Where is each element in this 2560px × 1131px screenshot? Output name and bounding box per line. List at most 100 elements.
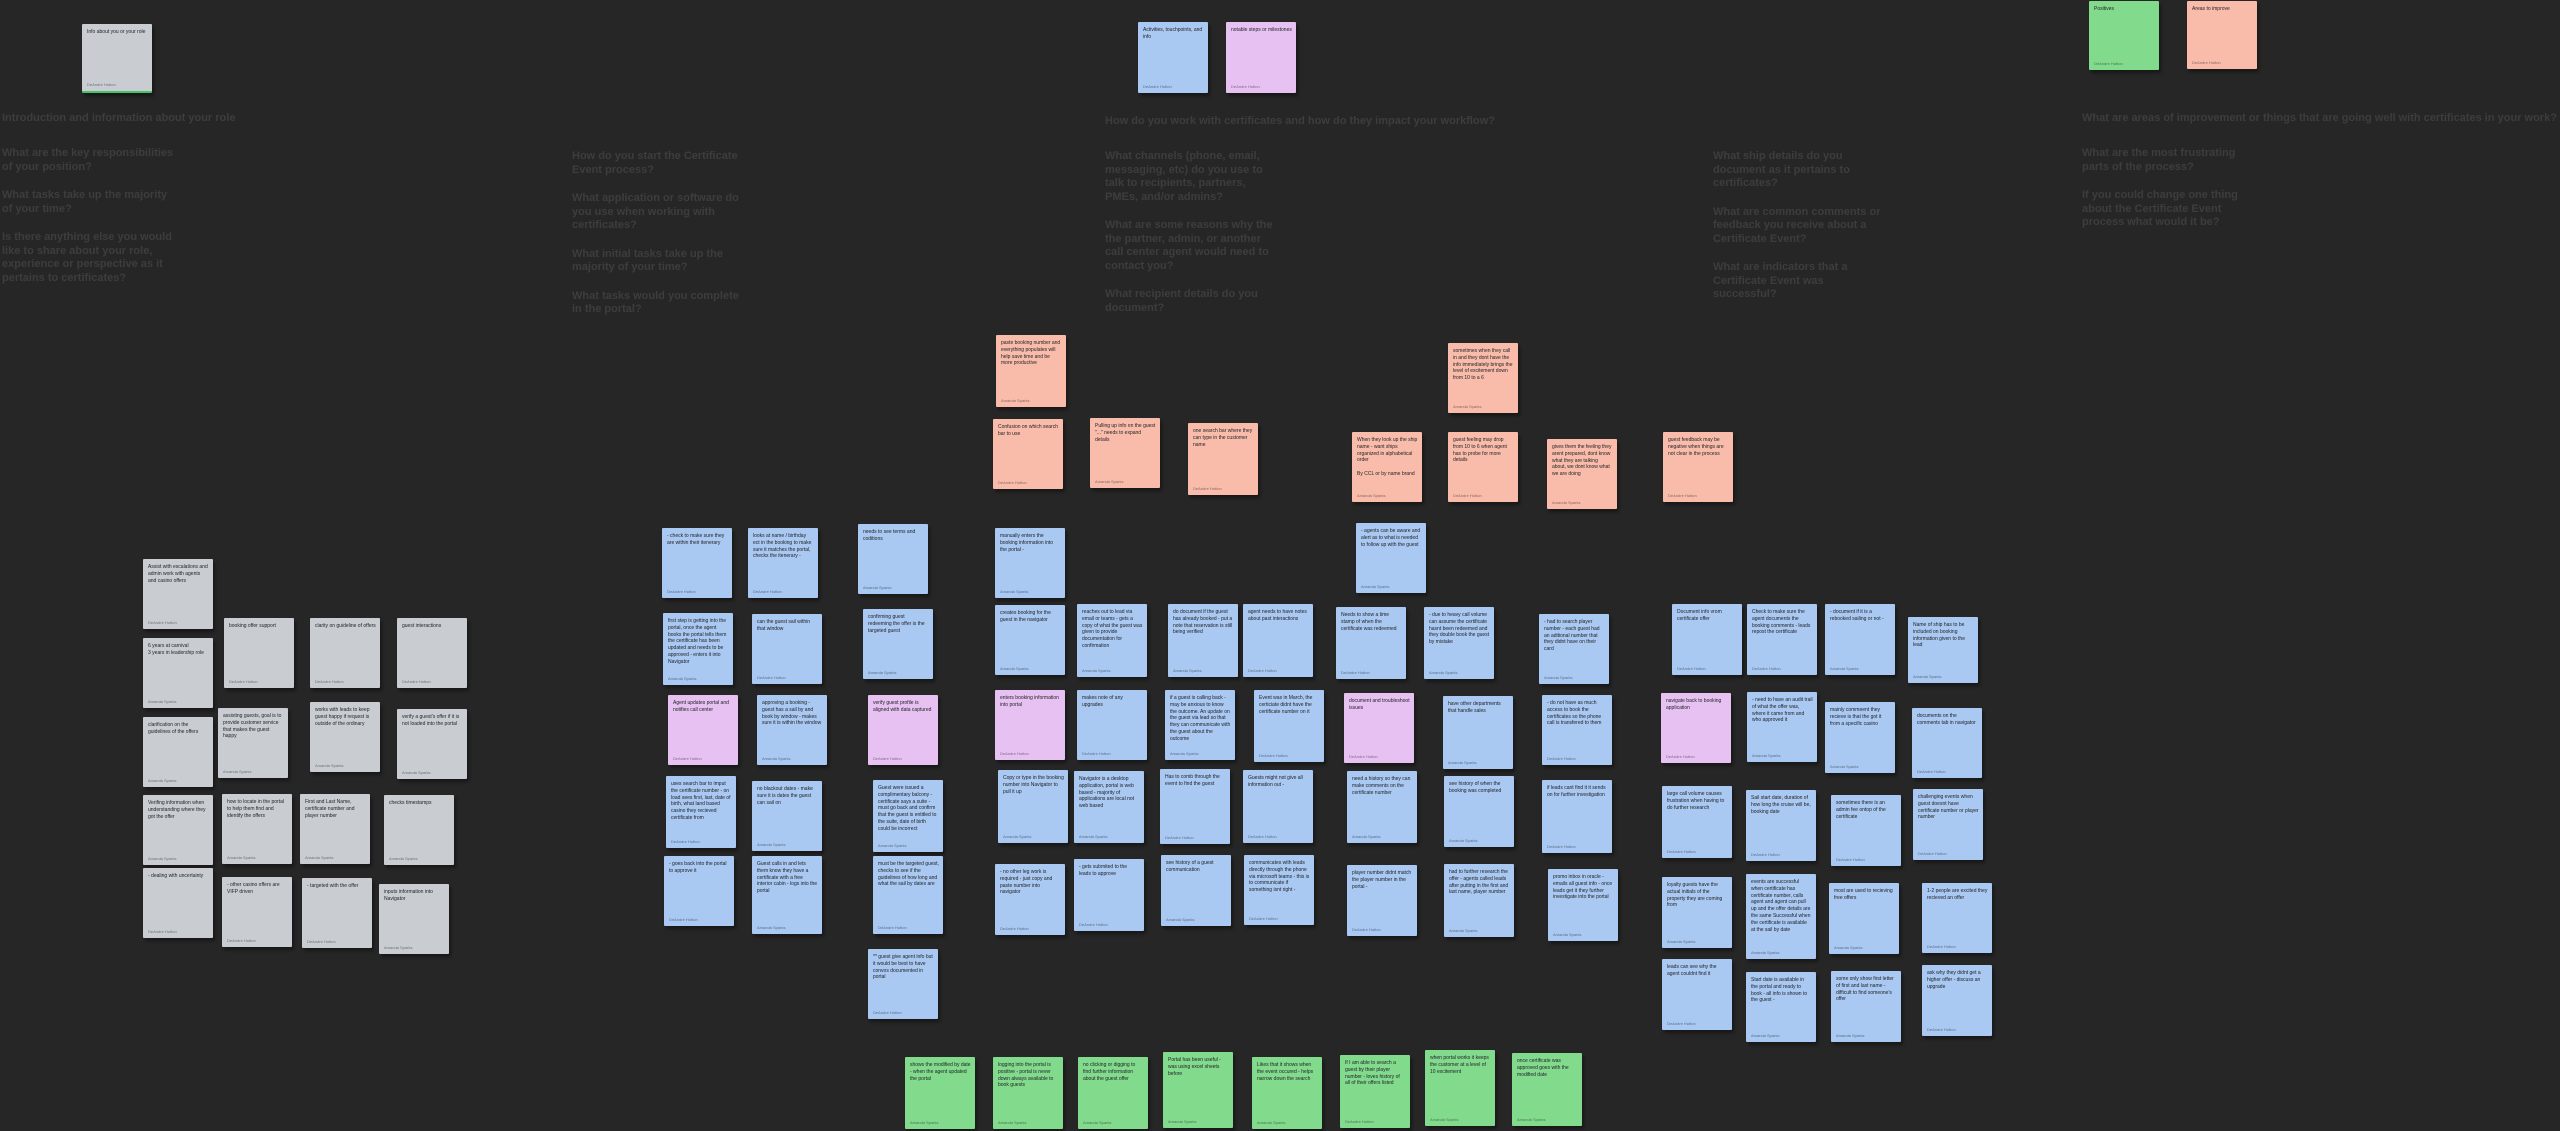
sticky-note[interactable]: First and Last Name, certificate number … bbox=[300, 794, 370, 864]
sticky-note[interactable]: once certificate was approved goes with … bbox=[1512, 1053, 1582, 1126]
sticky-note[interactable]: first step is getting into the portal, o… bbox=[663, 613, 733, 685]
sticky-note[interactable]: gives them the feeling they arent prepar… bbox=[1547, 439, 1617, 509]
sticky-note[interactable]: Guests might not give all information ou… bbox=[1243, 770, 1313, 843]
sticky-note[interactable]: Portal has been useful - was using excel… bbox=[1163, 1052, 1233, 1128]
sticky-note[interactable]: if a guest is calling back - may be anxi… bbox=[1165, 690, 1235, 760]
sticky-note[interactable]: verify a guest's offer if it is not load… bbox=[397, 709, 467, 779]
sticky-note[interactable]: most are used to recieving free offers A… bbox=[1829, 883, 1899, 954]
sticky-note[interactable]: sometimes when they call in and they don… bbox=[1448, 343, 1518, 413]
sticky-note[interactable]: Has to comb through the event to find th… bbox=[1160, 769, 1230, 844]
sticky-note[interactable]: logging into the portal is positive - po… bbox=[993, 1057, 1063, 1129]
sticky-note[interactable]: Areas to improve DeAndre Hutton bbox=[2187, 1, 2257, 69]
sticky-note[interactable]: Positives DeAndre Hutton bbox=[2089, 1, 2159, 70]
sticky-note[interactable]: ask why they didnt get a higher offer - … bbox=[1922, 965, 1992, 1036]
sticky-note[interactable]: makes note of any upgrades DeAndre Hutto… bbox=[1077, 690, 1147, 760]
sticky-note[interactable]: agent needs to have notes about past int… bbox=[1243, 604, 1313, 677]
sticky-note[interactable]: - dealing with uncertainty DeAndre Hutto… bbox=[143, 868, 213, 938]
sticky-note[interactable]: creates booking for the guest in the nav… bbox=[995, 605, 1065, 675]
sticky-note[interactable]: player number didnt match the player num… bbox=[1347, 865, 1417, 936]
sticky-note[interactable]: challenging events when guest doesnt hav… bbox=[1913, 789, 1983, 860]
sticky-note[interactable]: ** guest give agent info but it would be… bbox=[868, 949, 938, 1019]
sticky-note[interactable]: some only show first letter of first and… bbox=[1831, 971, 1901, 1042]
sticky-note[interactable]: checks timestamps Amanda Sparks bbox=[384, 795, 454, 865]
sticky-note[interactable]: If I am able to search a guest by their … bbox=[1340, 1055, 1410, 1128]
sticky-note[interactable]: - no other leg work is required - just c… bbox=[995, 864, 1065, 935]
sticky-note[interactable]: needs to see terms and coditions Amanda … bbox=[858, 524, 928, 594]
sticky-note[interactable]: works with leads to keep guest happy if … bbox=[310, 702, 380, 772]
sticky-note[interactable]: - had to search player number - each gue… bbox=[1539, 614, 1609, 684]
sticky-note[interactable]: inputs information into Navigator Amanda… bbox=[379, 884, 449, 954]
sticky-note[interactable]: guest interactions DeAndre Hutton bbox=[397, 618, 467, 688]
sticky-note[interactable]: approving a booking - guest has a sail b… bbox=[757, 695, 827, 765]
sticky-note[interactable]: document and troubleshoot issues DeAndre… bbox=[1344, 693, 1414, 763]
sticky-note[interactable]: - do not have as much access to book the… bbox=[1542, 695, 1612, 765]
sticky-note[interactable]: - agents can be aware and alert as to wh… bbox=[1356, 523, 1426, 593]
sticky-note[interactable]: no clicking or digging to find further i… bbox=[1078, 1057, 1148, 1129]
sticky-note[interactable]: large call volume causes frustration whe… bbox=[1662, 786, 1732, 858]
sticky-note[interactable]: guest feeling may drop from 10 to 6 when… bbox=[1448, 432, 1518, 502]
sticky-note[interactable]: uses search bar to imput the certificate… bbox=[666, 776, 736, 848]
sticky-note[interactable]: looks at name / birthday ect in the book… bbox=[748, 528, 818, 598]
sticky-note[interactable]: Likes that it shows when the event occur… bbox=[1252, 1057, 1322, 1129]
sticky-note[interactable]: - goes back into the portal to approve i… bbox=[664, 856, 734, 926]
sticky-note[interactable]: 1-2 people are excited they recieved an … bbox=[1922, 883, 1992, 953]
sticky-note[interactable]: events are successful when certificate h… bbox=[1746, 874, 1816, 959]
sticky-note[interactable]: mainly commeent they recieve is that the… bbox=[1825, 702, 1895, 773]
sticky-note[interactable]: loyalty guests have the actual initials … bbox=[1662, 877, 1732, 948]
sticky-note[interactable]: if leads cant find it it sends on for fu… bbox=[1542, 780, 1612, 853]
sticky-note[interactable]: - gets submited to the leads to approve … bbox=[1074, 859, 1144, 931]
sticky-note[interactable]: clarification on the guidelines of the o… bbox=[143, 717, 213, 787]
sticky-note[interactable]: - check to make sure they are within the… bbox=[662, 528, 732, 598]
sticky-note[interactable]: see history of a guest communication Ama… bbox=[1161, 855, 1231, 926]
sticky-note[interactable]: sometimes there is an admin fee ontop of… bbox=[1831, 795, 1901, 866]
sticky-note[interactable]: clarity on guideline of offers DeAndre H… bbox=[310, 618, 380, 688]
sticky-note[interactable]: - other casino offers are VIFP driven De… bbox=[222, 877, 292, 947]
sticky-note[interactable]: Assist with escalations and admin work w… bbox=[143, 559, 213, 629]
sticky-note[interactable]: Verifing information when understanding … bbox=[143, 795, 213, 865]
sticky-note[interactable]: do document if the guest has already boo… bbox=[1168, 604, 1238, 677]
sticky-note[interactable]: Agent updates portal and notifies call c… bbox=[668, 695, 738, 765]
sticky-note[interactable]: when portal works it keeps the customer … bbox=[1425, 1050, 1495, 1126]
sticky-note[interactable]: one search bar where they can type in th… bbox=[1188, 423, 1258, 495]
sticky-note[interactable]: must be the targeted guest, checks to se… bbox=[873, 856, 943, 934]
sticky-note[interactable]: how to locate in the portal to help them… bbox=[222, 794, 292, 864]
sticky-note[interactable]: - document if it is a rebooked sailing o… bbox=[1825, 604, 1895, 675]
sticky-note[interactable]: verify guest profile is aligned with dat… bbox=[868, 695, 938, 765]
sticky-note[interactable]: have other departments that handle sales… bbox=[1443, 696, 1513, 769]
sticky-note[interactable]: 6 years at carnival 3 years in leadershi… bbox=[143, 638, 213, 708]
sticky-note[interactable]: shows the modified by date - when the ag… bbox=[905, 1057, 975, 1129]
sticky-note[interactable]: Confusion on which search bar to use DeA… bbox=[993, 419, 1063, 489]
sticky-note[interactable]: Name of ship has to be included on booki… bbox=[1908, 617, 1978, 683]
sticky-note[interactable]: Navigator is a desktop application, port… bbox=[1074, 771, 1144, 843]
sticky-note[interactable]: had to further research the offer - agen… bbox=[1444, 864, 1514, 937]
sticky-note[interactable]: Activities, touchpoints, and info DeAndr… bbox=[1138, 22, 1208, 93]
sticky-note[interactable]: no blackout dates - make sure it is date… bbox=[752, 781, 822, 851]
sticky-note[interactable]: Copy or type in the booking number into … bbox=[998, 770, 1068, 843]
sticky-note[interactable]: leads can see why the agent couldnt find… bbox=[1662, 959, 1732, 1030]
sticky-note[interactable]: assisting guests, goal is to provide cus… bbox=[218, 708, 288, 778]
sticky-note[interactable]: - targeted with the offer DeAndre Hutton bbox=[302, 878, 372, 948]
sticky-note[interactable]: notable steps or milestones DeAndre Hutt… bbox=[1226, 22, 1296, 93]
sticky-note[interactable]: reaches out to lead via email or teams -… bbox=[1077, 604, 1147, 677]
sticky-note[interactable]: Guest calls in and lets them know they h… bbox=[752, 856, 822, 934]
sticky-note[interactable]: can the guest sail within that window De… bbox=[752, 614, 822, 684]
sticky-note[interactable]: booking offer support DeAndre Hutton bbox=[224, 618, 294, 688]
sticky-note[interactable]: Document info vrom certificate offer DeA… bbox=[1672, 604, 1742, 675]
sticky-note[interactable]: communicates with leads directly through… bbox=[1244, 855, 1314, 925]
sticky-note[interactable]: Check to make sure the agent documents t… bbox=[1747, 604, 1817, 675]
sticky-note[interactable]: Guest were issued a complimentary balcon… bbox=[873, 780, 943, 852]
sticky-note[interactable]: Event was in March, the certiciate didnt… bbox=[1254, 690, 1324, 762]
sticky-note[interactable]: navigate back to booking application DeA… bbox=[1661, 693, 1731, 763]
sticky-note[interactable]: Sail start date, duration of how long th… bbox=[1746, 790, 1816, 861]
sticky-note[interactable]: paste booking number and everything popu… bbox=[996, 335, 1066, 407]
sticky-note[interactable]: need a history so they can make comments… bbox=[1347, 771, 1417, 843]
sticky-note[interactable]: promo inbox in oracle - emails all guest… bbox=[1548, 869, 1618, 941]
sticky-note[interactable]: Info about you or your role DeAndre Hutt… bbox=[82, 24, 152, 93]
sticky-note[interactable]: manually enters the booking information … bbox=[995, 528, 1065, 598]
sticky-note[interactable]: see history of when the booking was comp… bbox=[1444, 776, 1514, 847]
sticky-note[interactable]: confirming guest redeeming the offer is … bbox=[863, 609, 933, 679]
sticky-note[interactable]: guest feedback may be negative when thin… bbox=[1663, 432, 1733, 502]
sticky-note[interactable]: Needs to show a time stamp of when the c… bbox=[1336, 607, 1406, 679]
sticky-note[interactable]: Start date is available in the portal an… bbox=[1746, 972, 1816, 1042]
